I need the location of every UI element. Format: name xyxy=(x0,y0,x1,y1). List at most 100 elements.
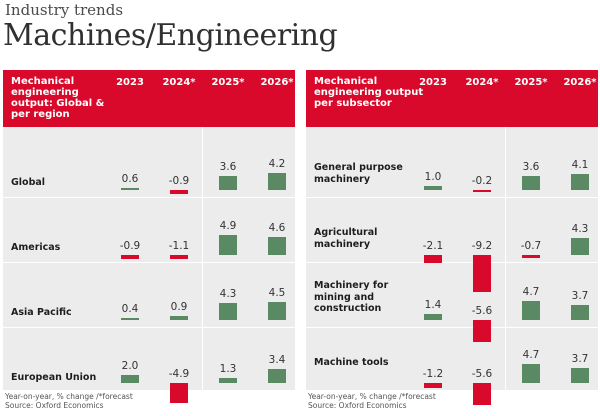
region-bar xyxy=(170,190,188,194)
region-bar xyxy=(268,302,286,320)
subsector-value-label: 3.7 xyxy=(571,353,589,366)
region-value-label: 4.3 xyxy=(219,287,237,300)
subsector-value-label: -5.6 xyxy=(471,305,493,317)
row-divider xyxy=(306,327,598,328)
subsector-bar xyxy=(473,255,491,292)
region-value-label: -0.9 xyxy=(119,240,141,252)
footnote-left: Year-on-year, % change /*forecast Source… xyxy=(5,392,133,410)
region-value-label: 3.6 xyxy=(219,160,237,173)
page-title: Machines/Engineering xyxy=(3,18,338,53)
row-label-americas: Americas xyxy=(11,242,61,253)
region-value-label: -1.1 xyxy=(168,240,190,252)
row-label-machine-tools: Machine tools xyxy=(314,357,389,368)
subsector-bar xyxy=(473,320,491,343)
subsector-value-label: -1.2 xyxy=(422,368,444,380)
region-value-label: 4.5 xyxy=(268,287,286,299)
footnote-source: Source: Oxford Economics xyxy=(308,401,407,410)
row-label-asia-pacific: Asia Pacific xyxy=(11,307,72,318)
subsector-bar xyxy=(522,301,540,320)
region-bar xyxy=(219,235,237,255)
subsector-value-label: 4.3 xyxy=(571,222,589,235)
subsector-value-label: -2.1 xyxy=(422,240,444,252)
region-bar xyxy=(121,318,139,320)
section-label: Industry trends xyxy=(5,1,124,19)
subsector-bar xyxy=(522,175,540,190)
subsector-bar xyxy=(424,186,442,190)
subsector-value-label: 4.1 xyxy=(571,158,589,171)
subsector-value-label: -0.2 xyxy=(471,175,493,187)
region-value-label: 3.4 xyxy=(268,354,286,367)
subsector-value-label: 4.7 xyxy=(522,349,540,362)
region-bar xyxy=(170,383,188,403)
year-label-2024: 2024* xyxy=(465,77,499,88)
region-bar xyxy=(170,316,188,320)
column-divider xyxy=(505,127,506,390)
region-value-label: 2.0 xyxy=(121,360,139,372)
year-label-2025: 2025* xyxy=(211,77,245,88)
year-label-2025: 2025* xyxy=(514,77,548,88)
region-bar xyxy=(121,187,139,190)
subsector-panel-title: Mechanical engineering output per subsec… xyxy=(314,76,424,109)
region-value-label: 0.4 xyxy=(121,303,139,316)
region-value-label: 4.2 xyxy=(268,158,286,171)
region-bar xyxy=(268,369,286,383)
year-label-2023: 2023 xyxy=(116,77,144,88)
region-value-label: 0.9 xyxy=(170,301,188,314)
subsector-value-label: -0.7 xyxy=(520,240,542,252)
region-value-label: 0.6 xyxy=(121,172,139,185)
subsector-bar xyxy=(424,255,442,264)
row-label-european-union: European Union xyxy=(11,372,97,383)
region-value-label: -0.9 xyxy=(168,175,190,187)
column-divider xyxy=(202,127,203,390)
subsector-bar xyxy=(522,255,540,258)
subsector-value-label: 3.6 xyxy=(522,160,540,173)
footnote-source: Source: Oxford Economics xyxy=(5,401,104,410)
year-label-2024: 2024* xyxy=(162,77,196,88)
subsector-bar xyxy=(473,383,491,406)
subsector-panel-header: Mechanical engineering output per subsec… xyxy=(306,70,598,127)
subsector-bar xyxy=(571,173,589,190)
footnote-right: Year-on-year, % change /*forecast Source… xyxy=(308,392,436,410)
subsector-bar xyxy=(571,237,589,255)
subsector-value-label: 1.0 xyxy=(424,171,442,183)
region-bar xyxy=(268,236,286,255)
footnote-text: Year-on-year, % change /*forecast xyxy=(5,392,133,401)
region-bar xyxy=(219,302,237,320)
row-label-global: Global xyxy=(11,177,46,188)
row-label-general-purpose-machinery: General purpose machinery xyxy=(314,162,403,185)
subsector-bar xyxy=(473,190,491,192)
year-label-2026: 2026* xyxy=(563,77,597,88)
row-divider xyxy=(3,262,295,263)
row-divider xyxy=(3,197,295,198)
region-panel: Mechanical engineering output: Global & … xyxy=(3,70,295,403)
row-label-agricultural-machinery: Agricultural machinery xyxy=(314,227,378,250)
region-bar xyxy=(170,255,188,260)
subsector-panel: Mechanical engineering output per subsec… xyxy=(306,70,598,406)
region-value-label: -4.9 xyxy=(168,368,190,380)
subsector-bar xyxy=(424,383,442,388)
year-label-2023: 2023 xyxy=(419,77,447,88)
subsector-bar xyxy=(571,368,589,383)
subsector-value-label: -9.2 xyxy=(471,240,493,252)
region-bar xyxy=(219,377,237,383)
year-label-2026: 2026* xyxy=(260,77,294,88)
region-panel-title: Mechanical engineering output: Global & … xyxy=(11,76,105,120)
footnote-text: Year-on-year, % change /*forecast xyxy=(308,392,436,401)
region-bar xyxy=(268,173,286,190)
region-bar xyxy=(121,375,139,383)
region-panel-header: Mechanical engineering output: Global & … xyxy=(3,70,295,127)
region-value-label: 4.6 xyxy=(268,221,286,234)
region-bar xyxy=(219,175,237,190)
subsector-bar xyxy=(424,314,442,320)
row-label-mining-construction-machinery: Machinery for mining and construction xyxy=(314,280,389,314)
row-divider xyxy=(306,197,598,198)
subsector-bar xyxy=(522,364,540,383)
row-divider xyxy=(306,262,598,263)
subsector-bar xyxy=(571,305,589,320)
region-value-label: 1.3 xyxy=(219,362,237,375)
row-divider xyxy=(3,327,295,328)
subsector-value-label: -5.6 xyxy=(471,368,493,380)
region-value-label: 4.9 xyxy=(219,220,237,233)
subsector-value-label: 4.7 xyxy=(522,286,540,299)
subsector-value-label: 3.7 xyxy=(571,290,589,303)
